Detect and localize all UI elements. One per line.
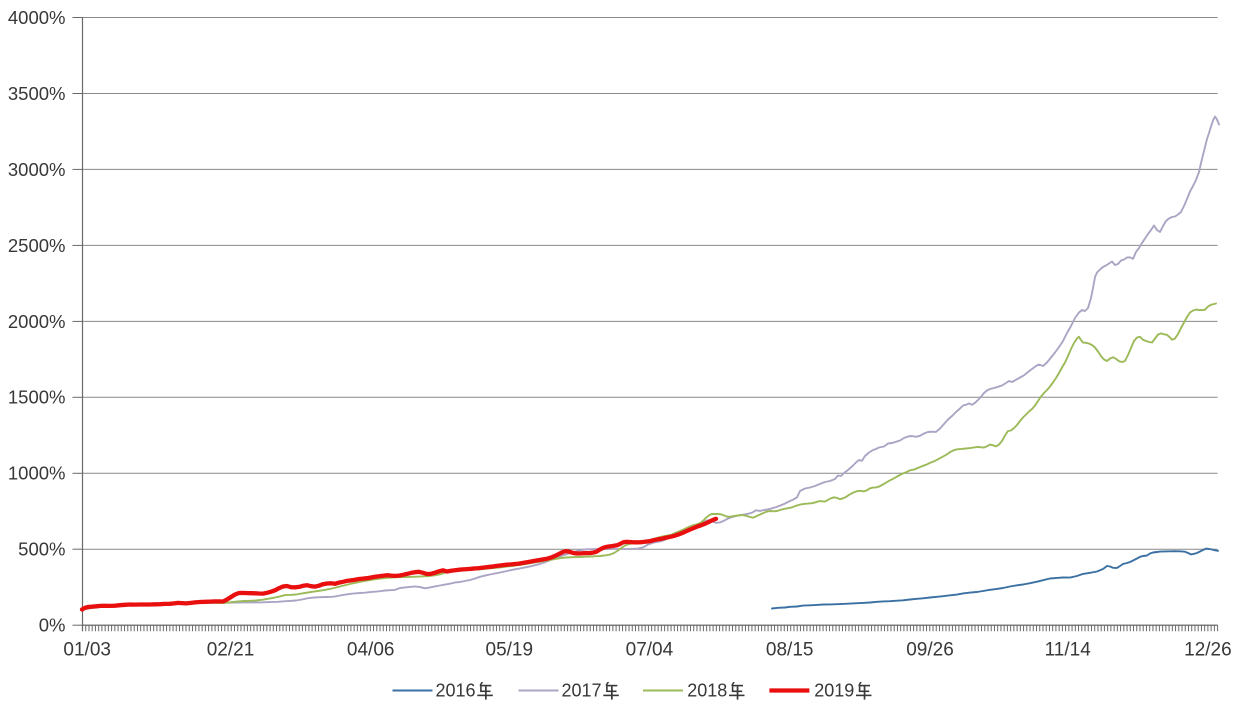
svg-text:4000%: 4000%	[8, 7, 66, 28]
svg-text:04/06: 04/06	[347, 640, 395, 661]
svg-text:08/15: 08/15	[766, 640, 814, 661]
svg-text:05/19: 05/19	[486, 640, 534, 661]
svg-text:1500%: 1500%	[8, 387, 66, 408]
svg-text:0%: 0%	[39, 615, 66, 636]
svg-text:3500%: 3500%	[8, 83, 66, 104]
svg-text:2500%: 2500%	[8, 235, 66, 256]
svg-text:09/26: 09/26	[906, 640, 954, 661]
svg-text:11/14: 11/14	[1045, 640, 1092, 661]
svg-text:2000%: 2000%	[8, 311, 66, 332]
svg-text:07/04: 07/04	[626, 640, 674, 661]
svg-text:2017: 2017	[562, 681, 602, 701]
svg-text:500%: 500%	[18, 539, 65, 560]
svg-text:2018: 2018	[687, 681, 727, 701]
svg-text:2016: 2016	[436, 681, 476, 701]
svg-text:1000%: 1000%	[8, 463, 66, 484]
svg-text:2019: 2019	[814, 681, 854, 701]
svg-text:3000%: 3000%	[8, 159, 66, 180]
svg-text:02/21: 02/21	[207, 640, 255, 661]
svg-text:01/03: 01/03	[63, 640, 111, 661]
svg-text:12/26: 12/26	[1184, 640, 1232, 661]
